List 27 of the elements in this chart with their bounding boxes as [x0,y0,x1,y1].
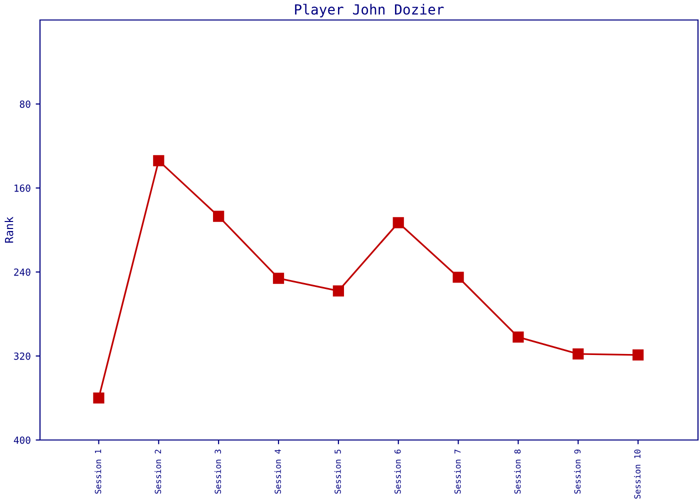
x-tick-label: Session 9 [574,450,581,494]
y-tick-label: 320 [14,352,30,360]
point [332,285,344,296]
x-tick-label: Session 8 [514,450,521,494]
x-tick-label: Session 2 [154,450,162,494]
point [272,272,284,284]
y-axis-title: Rank [4,216,14,243]
point [512,332,524,343]
x-tick-label: Session 3 [214,450,222,494]
point [632,349,644,361]
y-tick-label: 80 [20,100,30,108]
x-tick-label: Session 4 [274,449,281,494]
point [452,272,464,283]
point [93,392,104,404]
point [392,217,404,228]
x-tick-label: Session 1 [94,450,102,494]
x-tick-label: Session 6 [394,450,401,494]
x-tick-label: Session 7 [454,450,461,494]
y-tick-label: 160 [14,184,30,192]
y-tick-label: 400 [14,436,30,444]
point [213,210,224,222]
chart-title: Player John Dozier [295,4,444,18]
x-tick-label: Session 10 [634,450,641,499]
point [572,348,584,360]
x-tick-label: Session 5 [334,450,341,494]
point [153,155,164,166]
y-tick-label: 240 [14,268,30,276]
